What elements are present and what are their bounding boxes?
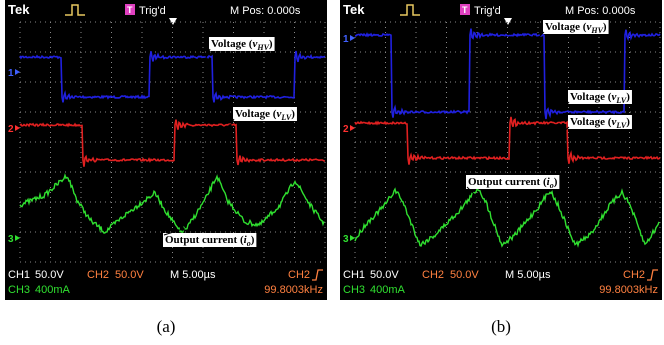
channel-marker: 1 [8, 68, 14, 79]
position: M Pos: 0.000s [565, 5, 636, 17]
annotation-text: Voltage ( [211, 38, 253, 50]
annotation-text: ) [626, 116, 630, 128]
trigger-icon: T [462, 5, 468, 15]
ch3-label: CH3 [343, 284, 365, 296]
annotation-arrowhead [560, 131, 563, 134]
scope-screen: TekTTrig'dM Pos: 0.000s123Voltage (vHV)V… [340, 0, 662, 300]
channel-marker: 2 [8, 124, 14, 135]
figure: TekTTrig'dM Pos: 0.000s123Voltage (vHV)V… [0, 0, 664, 345]
ch3-scale: 400mA [35, 284, 71, 296]
annotation: Output current (io) [165, 234, 255, 248]
annotation-subscript: HV [256, 43, 269, 52]
channel-marker: 3 [8, 234, 14, 245]
ch1-scale: 50.0V [35, 269, 64, 281]
annotation-text: Output current ( [468, 176, 547, 188]
ch3-scale: 400mA [370, 284, 406, 296]
position: M Pos: 0.000s [230, 5, 301, 17]
frequency: 99.8003kHz [264, 284, 323, 296]
screen-background [340, 0, 662, 300]
annotation-subscript: LV [615, 96, 627, 105]
timebase: M 5.00µs [505, 269, 551, 281]
annotation-text: Voltage ( [235, 108, 277, 120]
annotation-text: Voltage ( [570, 116, 612, 128]
ch2-scale: 50.0V [450, 269, 479, 281]
annotation-subscript: LV [280, 113, 292, 122]
annotation-text: ) [269, 38, 273, 50]
ch1-label: CH1 [8, 269, 30, 281]
annotation-arrowhead [536, 36, 539, 39]
ch3-label: CH3 [8, 284, 30, 296]
caption: (a) [157, 317, 176, 336]
timebase: M 5.00µs [170, 269, 216, 281]
annotation-text: ) [251, 234, 255, 246]
caption: (b) [491, 317, 511, 336]
ch1-scale: 50.0V [370, 269, 399, 281]
trigger-status: Trig'd [139, 5, 166, 17]
channel-marker: 1 [343, 34, 349, 45]
annotation-arrowhead [181, 227, 184, 230]
ch1-label: CH1 [343, 269, 365, 281]
annotation-text: Voltage ( [570, 91, 612, 103]
channel-marker: 2 [343, 124, 349, 135]
ch2-label: CH2 [422, 269, 444, 281]
annotation-text: Voltage ( [545, 21, 587, 33]
annotation-arrowhead [560, 108, 563, 111]
trigger-status: Trig'd [474, 5, 501, 17]
annotation-text: ) [554, 176, 558, 188]
annotation-arrowhead [228, 124, 231, 127]
annotation-text: ) [603, 21, 607, 33]
frequency: 99.8003kHz [599, 284, 658, 296]
annotation-text: ) [291, 108, 295, 120]
annotation-subscript: HV [590, 26, 603, 35]
brand: Tek [343, 2, 365, 17]
brand: Tek [8, 2, 30, 17]
trigger-source: CH2 [623, 269, 645, 281]
annotation-text: ) [626, 91, 630, 103]
annotation-arrowhead [478, 198, 481, 201]
ch2-scale: 50.0V [115, 269, 144, 281]
trigger-source: CH2 [288, 269, 310, 281]
trigger-icon: T [127, 5, 133, 15]
annotation-subscript: LV [615, 121, 627, 130]
annotation-text: Output current ( [165, 234, 244, 246]
annotation-arrowhead [203, 58, 206, 61]
ch2-label: CH2 [87, 269, 109, 281]
screen-background [5, 0, 327, 300]
annotation: Output current (io) [468, 176, 558, 190]
channel-marker: 3 [343, 234, 349, 245]
